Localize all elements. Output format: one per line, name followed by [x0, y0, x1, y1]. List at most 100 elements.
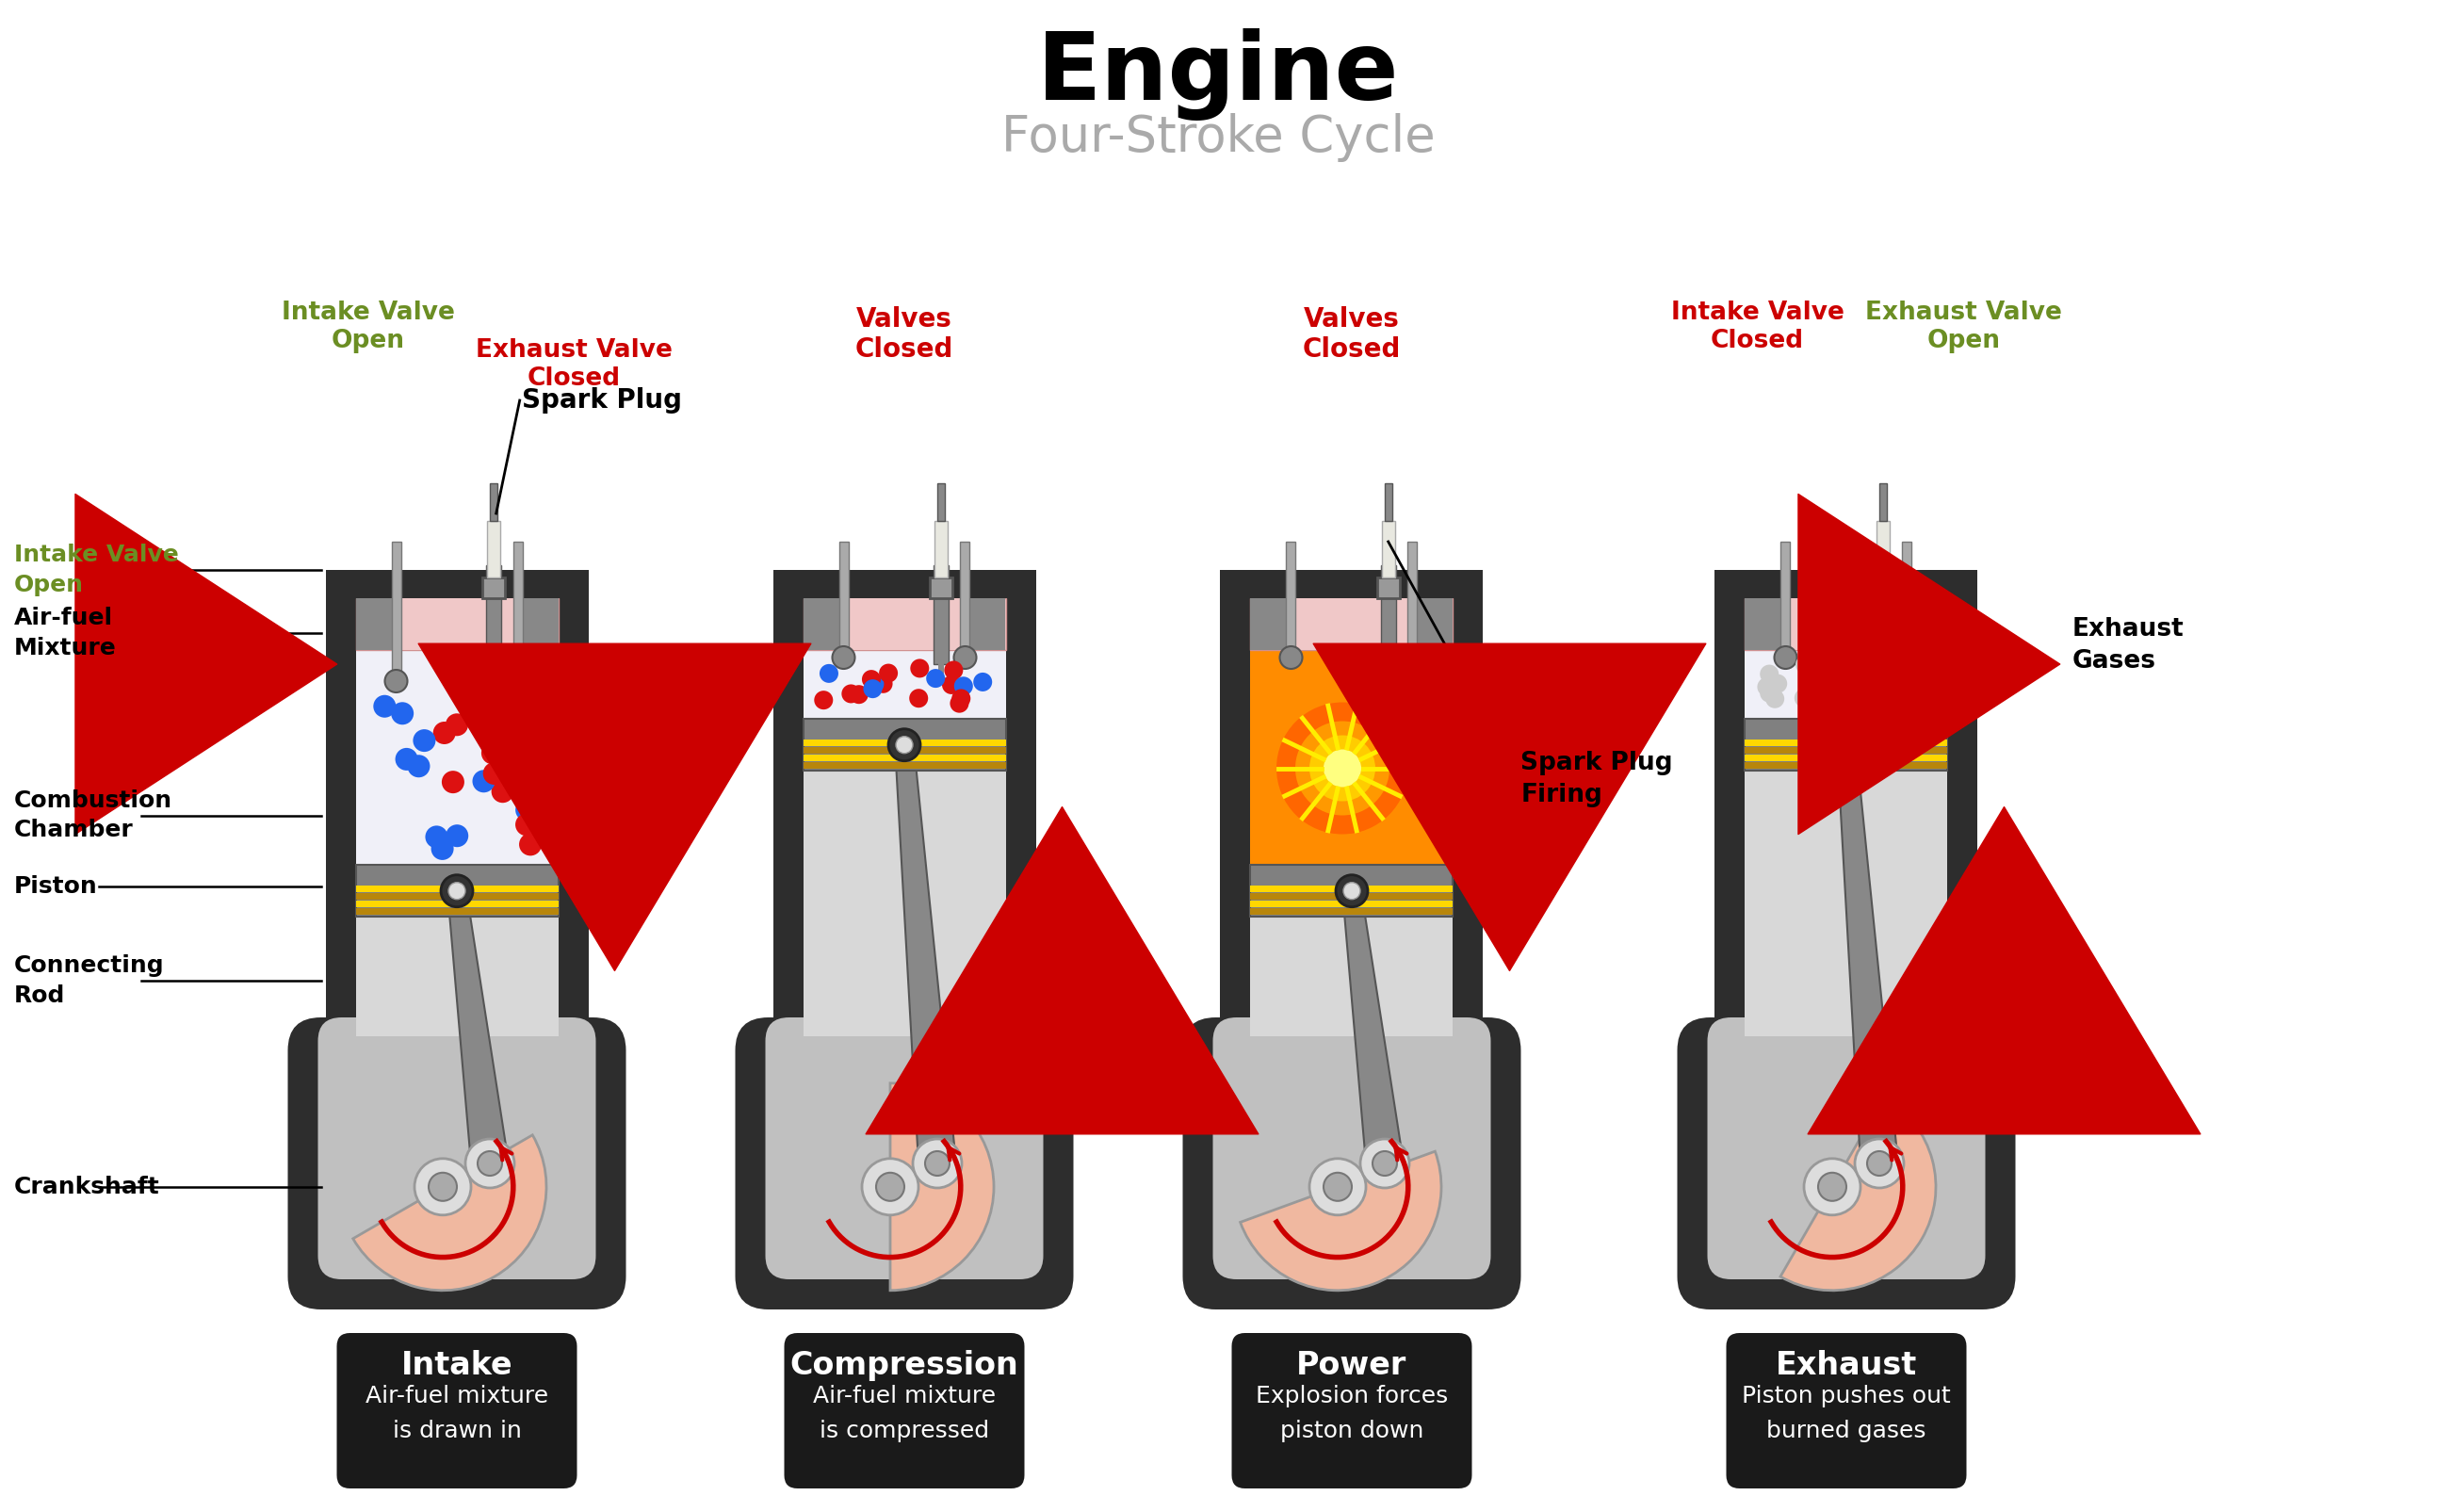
Bar	[1876, 565, 1891, 664]
Circle shape	[865, 674, 885, 694]
Bar	[356, 886, 558, 892]
Text: Crankshaft: Crankshaft	[15, 1175, 161, 1198]
Circle shape	[395, 748, 417, 771]
Circle shape	[446, 824, 468, 847]
Bar	[327, 570, 587, 1036]
Text: Air-fuel
Mixture: Air-fuel Mixture	[15, 606, 117, 659]
Text: Spark Plug
Firing: Spark Plug Firing	[1521, 750, 1674, 807]
Circle shape	[1855, 1139, 1903, 1188]
Wedge shape	[1240, 1151, 1440, 1290]
Circle shape	[943, 676, 960, 694]
Bar	[1745, 747, 1947, 754]
Circle shape	[385, 670, 407, 692]
Circle shape	[519, 833, 541, 856]
Text: Engine: Engine	[1038, 29, 1399, 121]
Bar	[1287, 541, 1296, 650]
Bar	[804, 599, 838, 650]
Circle shape	[1323, 750, 1362, 788]
Bar	[804, 754, 1006, 762]
Circle shape	[483, 659, 507, 682]
Circle shape	[478, 1151, 502, 1176]
Text: Exhaust Valve
Open: Exhaust Valve Open	[1864, 301, 2062, 354]
Circle shape	[863, 670, 880, 689]
Circle shape	[1886, 670, 1906, 688]
Bar	[936, 484, 946, 522]
Text: Exhaust
Gases: Exhaust Gases	[2071, 617, 2184, 673]
Bar	[933, 565, 948, 664]
FancyBboxPatch shape	[288, 1018, 626, 1309]
Bar	[1250, 650, 1452, 1036]
Text: Intake: Intake	[402, 1350, 512, 1380]
Polygon shape	[1343, 891, 1404, 1163]
Circle shape	[412, 729, 436, 751]
Circle shape	[426, 826, 448, 848]
Circle shape	[1323, 1173, 1353, 1201]
Circle shape	[1309, 735, 1374, 801]
Text: Four-Stroke Cycle: Four-Stroke Cycle	[1002, 113, 1435, 162]
Circle shape	[1764, 689, 1784, 708]
Bar	[356, 650, 558, 865]
Circle shape	[1920, 694, 1940, 714]
Circle shape	[1279, 646, 1301, 668]
Polygon shape	[1837, 745, 1898, 1163]
Wedge shape	[1781, 1098, 1935, 1290]
Bar	[1745, 650, 1947, 1036]
Bar	[1221, 570, 1484, 1036]
Bar	[1903, 541, 1911, 673]
Circle shape	[926, 668, 946, 688]
Bar	[1911, 599, 1947, 650]
Bar	[392, 541, 400, 673]
Bar	[960, 541, 970, 650]
Text: Combustion
Chamber: Combustion Chamber	[15, 789, 173, 842]
Circle shape	[1867, 1151, 1891, 1176]
Circle shape	[1896, 670, 1918, 692]
Bar	[1745, 754, 1947, 762]
Bar	[1745, 599, 1947, 650]
Circle shape	[514, 798, 539, 821]
Text: Explosion forces
piston down: Explosion forces piston down	[1255, 1385, 1448, 1442]
Circle shape	[441, 875, 473, 907]
Circle shape	[814, 691, 833, 709]
Bar	[483, 578, 504, 599]
Text: Exhaust: Exhaust	[1777, 1350, 1918, 1380]
FancyBboxPatch shape	[317, 1018, 595, 1279]
Circle shape	[448, 883, 465, 900]
Circle shape	[441, 771, 465, 794]
Circle shape	[953, 677, 972, 696]
Circle shape	[1774, 646, 1796, 668]
Bar	[1221, 599, 1484, 650]
Circle shape	[819, 664, 838, 683]
Bar	[1745, 739, 1947, 747]
Bar	[356, 599, 558, 650]
Circle shape	[1830, 674, 1847, 694]
Circle shape	[487, 715, 512, 738]
FancyBboxPatch shape	[1214, 1018, 1491, 1279]
Circle shape	[1818, 670, 1837, 689]
FancyBboxPatch shape	[336, 1334, 578, 1488]
Text: Valves
Closed: Valves Closed	[1304, 305, 1401, 363]
FancyBboxPatch shape	[785, 1334, 1024, 1488]
Bar	[938, 659, 943, 673]
Bar	[327, 599, 587, 650]
Bar	[1250, 901, 1452, 907]
Circle shape	[1803, 1158, 1859, 1216]
Circle shape	[1760, 683, 1779, 703]
Bar	[380, 599, 534, 650]
Circle shape	[875, 674, 892, 692]
Bar	[804, 650, 1006, 1036]
Circle shape	[890, 729, 921, 761]
Bar	[1384, 659, 1392, 673]
Bar	[1275, 599, 1428, 650]
FancyBboxPatch shape	[1231, 1334, 1472, 1488]
Bar	[1250, 894, 1452, 900]
Bar	[1250, 599, 1452, 650]
FancyBboxPatch shape	[736, 1018, 1072, 1309]
Circle shape	[1889, 689, 1906, 709]
Bar	[1745, 599, 1781, 650]
Bar	[1769, 599, 1923, 650]
Bar	[1716, 570, 1979, 1036]
Circle shape	[950, 694, 970, 712]
Text: Connecting
Rod: Connecting Rod	[15, 954, 166, 1007]
Bar	[1716, 570, 1979, 599]
Circle shape	[1818, 1173, 1847, 1201]
